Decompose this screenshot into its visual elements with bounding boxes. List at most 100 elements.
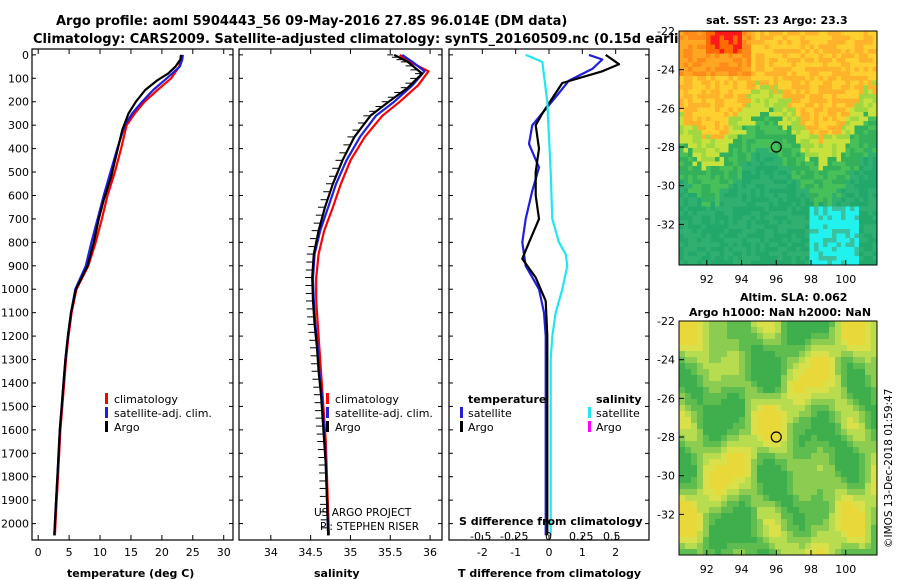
- sla-cell: [739, 321, 745, 327]
- sla-cell: [745, 441, 751, 447]
- sst-cell: [737, 143, 742, 148]
- sst-cell: [841, 197, 846, 202]
- sla-cell: [691, 423, 697, 429]
- sla-cell: [751, 453, 757, 459]
- sla-cell: [763, 345, 769, 351]
- sst-cell: [827, 67, 832, 72]
- sst-cell: [760, 260, 765, 265]
- sla-cell: [859, 513, 865, 519]
- sla-cell: [859, 477, 865, 483]
- sst-cell: [814, 44, 819, 49]
- sst-cell: [742, 80, 747, 85]
- sst-cell: [782, 139, 787, 144]
- sla-cell: [811, 519, 817, 525]
- sst-cell: [760, 224, 765, 229]
- sla-cell: [853, 429, 859, 435]
- sla-cell: [775, 399, 781, 405]
- sst-cell: [737, 53, 742, 58]
- sla-cell: [751, 381, 757, 387]
- sst-cell: [755, 220, 760, 225]
- sla-cell: [709, 357, 715, 363]
- sst-cell: [755, 170, 760, 175]
- sla-cell: [745, 375, 751, 381]
- sla-cell: [739, 363, 745, 369]
- sst-cell: [872, 143, 877, 148]
- sst-cell: [764, 184, 769, 189]
- sst-cell: [715, 229, 720, 234]
- sla-cell: [787, 483, 793, 489]
- sst-cell: [769, 116, 774, 121]
- sst-cell: [845, 197, 850, 202]
- sla-cell: [793, 423, 799, 429]
- legend-swatch-argo: [326, 421, 329, 432]
- sst-cell: [823, 103, 828, 108]
- sst-cell: [751, 233, 756, 238]
- sla-cell: [817, 477, 823, 483]
- sst-cell: [683, 130, 688, 135]
- sst-cell: [755, 98, 760, 103]
- sst-cell: [769, 76, 774, 81]
- sst-cell: [719, 242, 724, 247]
- sla-cell: [835, 351, 841, 357]
- sst-cell: [814, 170, 819, 175]
- sst-cell: [715, 49, 720, 54]
- sla-cell: [775, 357, 781, 363]
- sla-cell: [727, 375, 733, 381]
- sla-cell: [751, 519, 757, 525]
- sla-cell: [757, 519, 763, 525]
- sst-cell: [710, 40, 715, 45]
- sst-cell: [737, 35, 742, 40]
- sst-cell: [805, 251, 810, 256]
- sst-cell: [850, 247, 855, 252]
- sst-cell: [773, 260, 778, 265]
- sst-cell: [697, 139, 702, 144]
- sst-cell: [773, 112, 778, 117]
- sla-cell: [775, 513, 781, 519]
- sst-cell: [688, 31, 693, 36]
- sla-cell: [799, 495, 805, 501]
- sst-cell: [836, 215, 841, 220]
- sst-cell: [818, 107, 823, 112]
- sst-cell: [841, 233, 846, 238]
- sla-cell: [829, 483, 835, 489]
- sla-cell: [775, 339, 781, 345]
- sla-cell: [829, 459, 835, 465]
- argo-location-marker: [770, 431, 782, 443]
- sst-cell: [850, 130, 855, 135]
- sla-cell: [757, 435, 763, 441]
- sst-cell: [814, 188, 819, 193]
- sst-cell: [823, 31, 828, 36]
- sst-cell: [832, 152, 837, 157]
- sst-cell: [751, 175, 756, 180]
- sst-cell: [868, 170, 873, 175]
- sst-cell: [809, 71, 814, 76]
- sst-cell: [742, 134, 747, 139]
- sla-cell: [847, 549, 853, 555]
- sst-cell: [755, 251, 760, 256]
- sst-cell: [760, 94, 765, 99]
- sla-cell: [865, 393, 871, 399]
- sst-cell: [692, 202, 697, 207]
- sst-cell: [845, 89, 850, 94]
- sst-cell: [710, 134, 715, 139]
- sst-cell: [706, 179, 711, 184]
- sla-cell: [805, 453, 811, 459]
- sst-cell: [787, 206, 792, 211]
- sla-cell: [799, 447, 805, 453]
- sst-cell: [778, 130, 783, 135]
- sla-cell: [871, 447, 877, 453]
- sst-cell: [733, 53, 738, 58]
- sla-cell: [829, 531, 835, 537]
- sst-cell: [688, 247, 693, 252]
- sst-cell: [719, 170, 724, 175]
- sst-cell: [683, 139, 688, 144]
- sst-cell: [706, 197, 711, 202]
- sst-cell: [778, 202, 783, 207]
- sst-cell: [719, 121, 724, 126]
- sla-cell: [715, 321, 721, 327]
- sla-cell: [859, 501, 865, 507]
- sst-cell: [728, 188, 733, 193]
- sst-cell: [760, 125, 765, 130]
- sst-cell: [818, 202, 823, 207]
- sla-cell: [697, 513, 703, 519]
